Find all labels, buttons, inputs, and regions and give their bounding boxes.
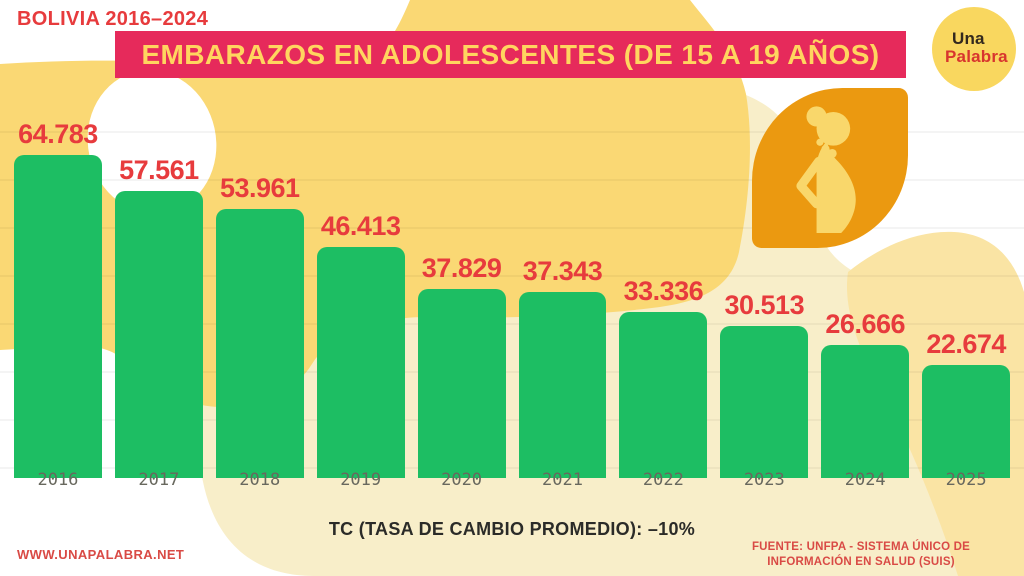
bar-chart: 64.783 57.561 53.961 46.413 37.829 37.343 33.3… [14,108,1011,478]
bar [720,326,809,478]
bar-value-label: 22.674 [926,329,1006,359]
bar-column-2021: 37.343 [518,256,607,478]
bar-value-label: 53.961 [219,173,300,203]
bar-column-2023: 30.513 [720,290,809,478]
bar-column-2024: 26.666 [821,309,910,478]
bar-column-2018: 53.961 [215,173,304,478]
bar-value-label: 64.783 [18,119,98,149]
year-label: 2023 [743,470,785,490]
year-label: 2022 [642,470,684,490]
bar-value-label: 37.343 [522,256,603,286]
bar [316,247,405,478]
bar-value-label: 57.561 [119,155,199,185]
data-source-line2: INFORMACIÓN EN SALUD (SUIS) [767,555,955,568]
bar [619,312,708,478]
bar [821,345,910,478]
bar-column-2022: 33.336 [619,276,708,478]
bar-column-2017: 57.561 [114,155,203,478]
x-axis-labels: 2016 2017 2018 2019 2020 2021 2022 2023 2024 2025 [14,470,1010,490]
year-label: 2017 [138,470,180,490]
logo-word-una: Una [952,29,985,48]
website-url: WWW.UNAPALABRA.NET [17,547,185,562]
year-label: 2016 [37,470,79,490]
bar [922,365,1011,478]
pregnant-woman-icon [796,106,856,233]
kicker-subtitle: BOLIVIA 2016–2024 [17,8,209,30]
bar [518,292,607,478]
logo-word-palabra: Palabra [945,47,1008,66]
bar-column-2019: 46.413 [316,211,405,478]
bar-value-label: 37.829 [421,253,502,283]
white-notch [87,70,217,214]
bar-column-2020: 37.829 [417,253,506,478]
year-label: 2018 [239,470,281,490]
bar-column-2025: 22.674 [922,329,1011,478]
bar [215,209,304,478]
year-label: 2021 [542,470,583,490]
bar [14,155,102,478]
bar-value-label: 30.513 [724,290,805,320]
leaf-shape [752,88,908,248]
bar [417,289,506,478]
bar-value-label: 46.413 [320,211,401,241]
data-source-line1: FUENTE: UNFPA - SISTEMA ÚNICO DE [751,541,971,553]
year-label: 2025 [945,470,987,490]
year-label: 2020 [441,470,483,490]
bar-column-2016: 64.783 [14,119,102,478]
page-title: EMBARAZOS EN ADOLESCENTES (DE 15 A 19 AÑ… [141,38,880,70]
bar [114,191,203,478]
year-label: 2019 [340,470,382,490]
bar-value-label: 33.336 [623,276,704,306]
exchange-rate-note: TC (TASA DE CAMBIO PROMEDIO): –10% [328,519,696,539]
title-bar: EMBARAZOS EN ADOLESCENTES (DE 15 A 19 AÑ… [115,31,906,78]
data-source: FUENTE: UNFPA - SISTEMA ÚNICO DE INFORMA… [726,540,996,569]
una-palabra-logo: Una Palabra [932,7,1016,91]
year-label: 2024 [844,470,886,490]
bar-value-label: 26.666 [825,309,905,339]
